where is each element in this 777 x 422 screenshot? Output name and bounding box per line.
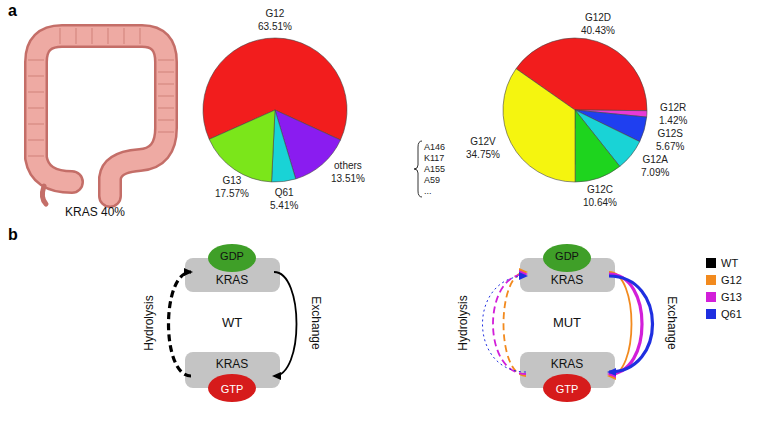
svg-text:A155: A155 [424,164,445,174]
svg-text:WT: WT [721,257,738,269]
svg-text:G13: G13 [721,291,742,303]
svg-text:KRAS 40%: KRAS 40% [65,205,125,219]
svg-text:G12C10.64%: G12C10.64% [583,184,617,208]
svg-text:G12D40.43%: G12D40.43% [581,12,615,36]
svg-text:KRAS: KRAS [216,273,249,287]
svg-text:GDP: GDP [555,250,579,262]
svg-text:G12R1.42%: G12R1.42% [659,102,687,126]
svg-text:G12: G12 [721,274,742,286]
svg-text:GTP: GTP [221,383,244,395]
svg-text:G1263.51%: G1263.51% [258,8,292,32]
svg-text:GTP: GTP [556,383,579,395]
svg-text:Q615.41%: Q615.41% [270,187,298,211]
svg-text:a: a [8,2,17,19]
svg-text:G12S5.67%: G12S5.67% [656,128,684,152]
svg-text:Exchange: Exchange [665,296,679,350]
svg-text:A146: A146 [424,142,445,152]
svg-text:Hydrolysis: Hydrolysis [456,295,470,350]
svg-text:G12A7.09%: G12A7.09% [641,154,669,178]
svg-text:A59: A59 [424,175,440,185]
svg-text:G12V34.75%: G12V34.75% [466,136,500,160]
svg-text:Exchange: Exchange [309,296,323,350]
svg-text:KRAS: KRAS [551,357,584,371]
svg-text:MUT: MUT [553,315,581,330]
svg-text:b: b [8,226,18,243]
svg-text:KRAS: KRAS [551,273,584,287]
svg-text:K117: K117 [424,153,444,163]
svg-text:Q61: Q61 [721,308,742,320]
svg-text:Hydrolysis: Hydrolysis [142,295,156,350]
svg-text:KRAS: KRAS [216,357,249,371]
svg-text:G1317.57%: G1317.57% [215,175,249,199]
svg-text:GDP: GDP [220,250,244,262]
svg-text:...: ... [424,186,432,196]
svg-text:others13.51%: others13.51% [331,160,365,184]
svg-text:WT: WT [222,315,242,330]
